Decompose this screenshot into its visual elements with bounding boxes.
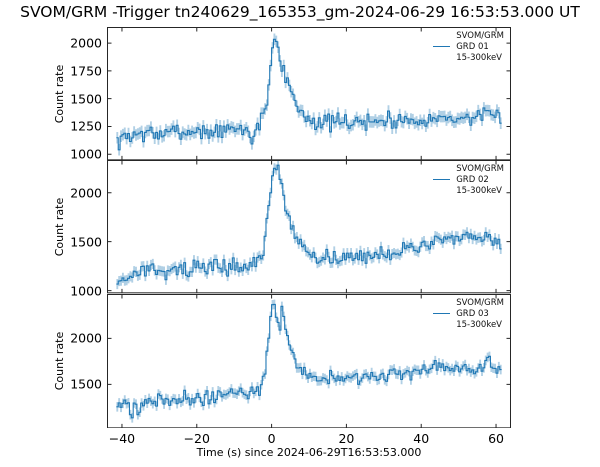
legend-line-sample [433,179,451,181]
figure-title: SVOM/GRM -Trigger tn240629_165353_gm-202… [20,3,580,21]
y-tick-label: 1500 [70,234,102,250]
y-tick-label: 1000 [70,146,102,162]
panel-grd01: SVOM/GRM GRD 01 15-300keV Count rate [53,27,511,161]
legend-grd03: SVOM/GRM GRD 03 15-300keV [433,298,504,331]
light-curve-series [116,161,502,290]
legend-detector-label: GRD 01 [456,42,489,52]
legend-detector-label: GRD 03 [456,308,489,319]
x-tick-label: −40 [108,431,136,446]
panel-grd03: SVOM/GRM GRD 03 15-300keV Count rate [53,293,511,428]
x-tick-label: 0 [267,431,276,446]
axes-spines [107,160,511,294]
legend-line-sample [433,46,451,47]
panel-grd02: SVOM/GRM GRD 02 15-300keV Count rate [53,160,511,294]
x-tick-label: 20 [338,431,355,446]
y-tick-label: 2000 [70,35,102,51]
y-tick-label: 2000 [70,330,102,346]
light-curve-series [116,299,502,423]
x-tick-label: 40 [413,431,430,446]
light-curve-plot-grd01 [107,27,511,161]
legend-line-sample [433,312,451,314]
tick-marks [107,27,511,160]
x-tick-label: 60 [488,431,504,446]
axes-spines [107,27,511,161]
y-tick-label: 1500 [70,376,102,392]
legend-detector-label: GRD 02 [456,175,489,186]
count-rate-step-line [116,303,502,419]
legend-grd01: SVOM/GRM GRD 01 15-300keV [433,31,504,64]
y-tick-label: 1500 [70,91,102,107]
legend-energy-label: 15-300keV [456,319,502,330]
count-rate-step-line [116,164,502,285]
y-tick-label: 2000 [70,185,102,201]
legend-mission-label: SVOM/GRM [456,297,504,308]
y-tick-label: 1750 [70,63,102,79]
count-rate-step-line [116,38,502,151]
tick-marks [107,160,511,294]
x-tick-label: −20 [183,431,210,446]
x-axis-label: Time (s) since 2024-06-29T16:53:53.000 [196,446,422,459]
legend-mission-label: SVOM/GRM [456,31,504,41]
legend-energy-label: 15-300keV [456,186,502,197]
legend-grd02: SVOM/GRM GRD 02 15-300keV [433,164,504,197]
tick-marks [107,294,511,428]
y-tick-label: 1000 [70,283,102,299]
light-curve-series [116,33,502,156]
light-curve-plot-grd03 [107,293,511,428]
legend-energy-label: 15-300keV [456,53,502,63]
y-tick-label: 1250 [70,118,102,134]
axes-spines [107,293,511,428]
legend-mission-label: SVOM/GRM [456,164,504,175]
light-curve-plot-grd02 [107,160,511,294]
